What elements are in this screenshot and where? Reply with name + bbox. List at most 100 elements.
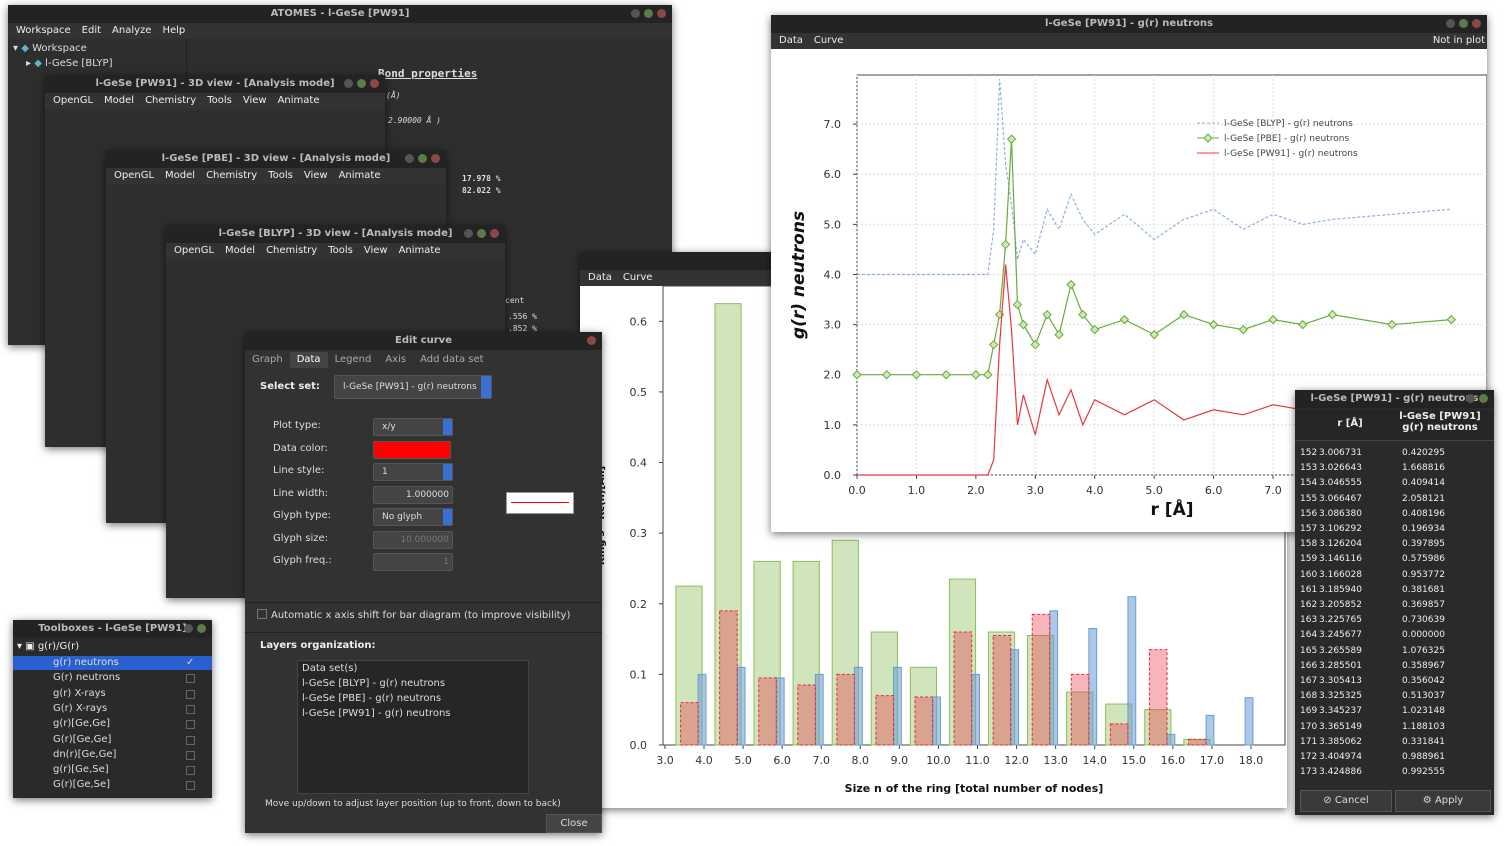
tab[interactable]: Axis xyxy=(385,354,407,365)
menu-item[interactable]: OpenGL xyxy=(114,170,155,181)
combo-box[interactable]: x/y xyxy=(373,418,453,436)
row-index: 164 xyxy=(1300,630,1318,641)
marker xyxy=(1042,309,1052,320)
tree-item[interactable]: G(r) neutrons xyxy=(13,671,212,685)
bar xyxy=(1049,610,1059,746)
menu-item[interactable]: Workspace xyxy=(16,25,71,36)
combo-box[interactable]: No glyph xyxy=(373,508,453,526)
tab[interactable]: Legend xyxy=(334,354,372,365)
cancel-button[interactable]: ⊘ Cancel xyxy=(1300,790,1392,812)
layer-item[interactable]: l-GeSe [BLYP] - g(r) neutrons xyxy=(302,678,446,689)
menu-item[interactable]: Analyze xyxy=(112,25,152,36)
marker xyxy=(882,370,892,380)
menu-item[interactable]: Chemistry xyxy=(206,170,258,181)
tree-item[interactable]: dn(r)[Ge,Ge] xyxy=(13,748,212,762)
marker xyxy=(1149,329,1159,340)
checkbox[interactable] xyxy=(186,735,195,745)
close-button[interactable]: Close xyxy=(546,814,602,833)
heading: Bond properties xyxy=(378,67,478,80)
tree-item[interactable]: g(r) X-rays xyxy=(13,687,212,701)
tree-item[interactable]: G(r) X-rays xyxy=(13,702,212,716)
tree-item[interactable]: G(r)[Ge,Se] xyxy=(13,778,212,792)
tree-item[interactable]: g(r)[Ge,Se] xyxy=(13,763,212,777)
field-value: 1 xyxy=(382,467,388,477)
checkbox[interactable] xyxy=(186,674,195,684)
g-value: 0.575986 xyxy=(1402,554,1445,565)
row-index: 157 xyxy=(1300,524,1318,534)
tree-item[interactable]: ▾ ◆ Workspace xyxy=(13,43,87,54)
g-value: 0.356042 xyxy=(1402,676,1445,686)
menu-item[interactable]: Model xyxy=(104,95,135,106)
row-index: 152 xyxy=(1300,448,1318,458)
g-value: 0.358967 xyxy=(1402,660,1445,671)
tree-item[interactable]: G(r)[Ge,Ge] xyxy=(13,733,212,747)
tab[interactable]: Add data set xyxy=(420,354,484,365)
g-value: 0.513037 xyxy=(1402,691,1445,702)
tree-item[interactable]: g(r)[Ge,Ge] xyxy=(13,717,212,731)
checkbox[interactable] xyxy=(186,720,195,730)
checkbox[interactable] xyxy=(186,689,195,699)
menu-item[interactable]: Data xyxy=(588,272,612,283)
menu-item[interactable]: OpenGL xyxy=(174,245,215,256)
row-index: 165 xyxy=(1300,645,1318,656)
item-label: G(r)[Ge,Se] xyxy=(53,779,111,791)
menu-item[interactable]: Tools xyxy=(268,170,293,181)
text-field[interactable]: 1.000000 xyxy=(373,485,453,504)
checkbox[interactable] xyxy=(186,704,195,714)
color-swatch[interactable] xyxy=(373,440,451,459)
window-buttons xyxy=(464,229,499,238)
menu-item[interactable]: Help xyxy=(162,25,186,36)
checkbox[interactable] xyxy=(186,781,195,791)
g-value: 0.381681 xyxy=(1402,584,1445,595)
tree-parent[interactable]: ▾ ▣ g(r)/G(r) xyxy=(17,641,80,652)
menu-item[interactable]: Data xyxy=(779,35,803,46)
menu-item[interactable]: OpenGL xyxy=(53,95,94,106)
menu-item[interactable]: Curve xyxy=(813,35,844,46)
menu-item[interactable]: Chemistry xyxy=(145,95,197,106)
row-index: 169 xyxy=(1300,706,1318,717)
bar xyxy=(1205,714,1215,746)
menu-item[interactable]: View xyxy=(242,95,267,106)
select-box[interactable]: l-GeSe [PW91] - g(r) neutrons xyxy=(334,375,492,399)
menu-item[interactable]: View xyxy=(303,170,328,181)
menu-item[interactable]: Animate xyxy=(277,95,320,106)
menu-item[interactable]: Tools xyxy=(207,95,232,106)
field-label: Data color: xyxy=(273,442,328,454)
menu-item[interactable]: Model xyxy=(165,170,196,181)
text-field[interactable]: 10.000000 xyxy=(373,530,453,549)
row-index: 159 xyxy=(1300,554,1318,565)
menu-item[interactable]: Model xyxy=(225,245,256,256)
row-index: 163 xyxy=(1300,615,1318,626)
layer-item[interactable]: l-GeSe [PW91] - g(r) neutrons xyxy=(302,708,451,719)
menu-item[interactable]: Tools xyxy=(328,245,353,256)
menu-item[interactable]: Animate xyxy=(398,245,441,256)
checkbox[interactable]: Automatic x axis shift for bar diagram (… xyxy=(257,609,570,621)
checkbox[interactable] xyxy=(186,750,195,760)
x-tick-label: 13.0 xyxy=(1043,754,1068,767)
marker xyxy=(1387,319,1397,330)
g-value: 0.397895 xyxy=(1402,539,1445,550)
x-tick-label: 18.0 xyxy=(1239,754,1264,767)
r-value: 3.146116 xyxy=(1319,554,1362,565)
bar xyxy=(814,673,824,746)
menu-item[interactable]: View xyxy=(363,245,388,256)
bar xyxy=(953,631,973,746)
x-tick-label: 7.0 xyxy=(812,754,830,767)
y-tick-label: 0.2 xyxy=(630,598,648,611)
tree-item[interactable]: ▸ ◆ l-GeSe [BLYP] xyxy=(26,58,113,69)
row-index: 167 xyxy=(1300,676,1318,686)
row-index: 172 xyxy=(1300,752,1318,762)
tab[interactable]: Graph xyxy=(252,354,283,365)
combo-box[interactable]: 1 xyxy=(373,463,453,481)
tree-item[interactable]: g(r) neutrons ✓ xyxy=(13,656,212,670)
menu-item[interactable]: Animate xyxy=(338,170,381,181)
menu-item[interactable]: Edit xyxy=(81,25,102,36)
row-index: 162 xyxy=(1300,600,1318,610)
menu-item[interactable]: Chemistry xyxy=(266,245,318,256)
layer-item[interactable]: l-GeSe [PBE] - g(r) neutrons xyxy=(302,693,442,704)
text-field[interactable]: 1 xyxy=(373,553,453,571)
apply-button[interactable]: ⚙ Apply xyxy=(1395,790,1491,812)
menu-item[interactable]: Curve xyxy=(622,272,653,283)
checkbox[interactable] xyxy=(186,766,195,776)
tab[interactable]: Data xyxy=(289,352,328,368)
